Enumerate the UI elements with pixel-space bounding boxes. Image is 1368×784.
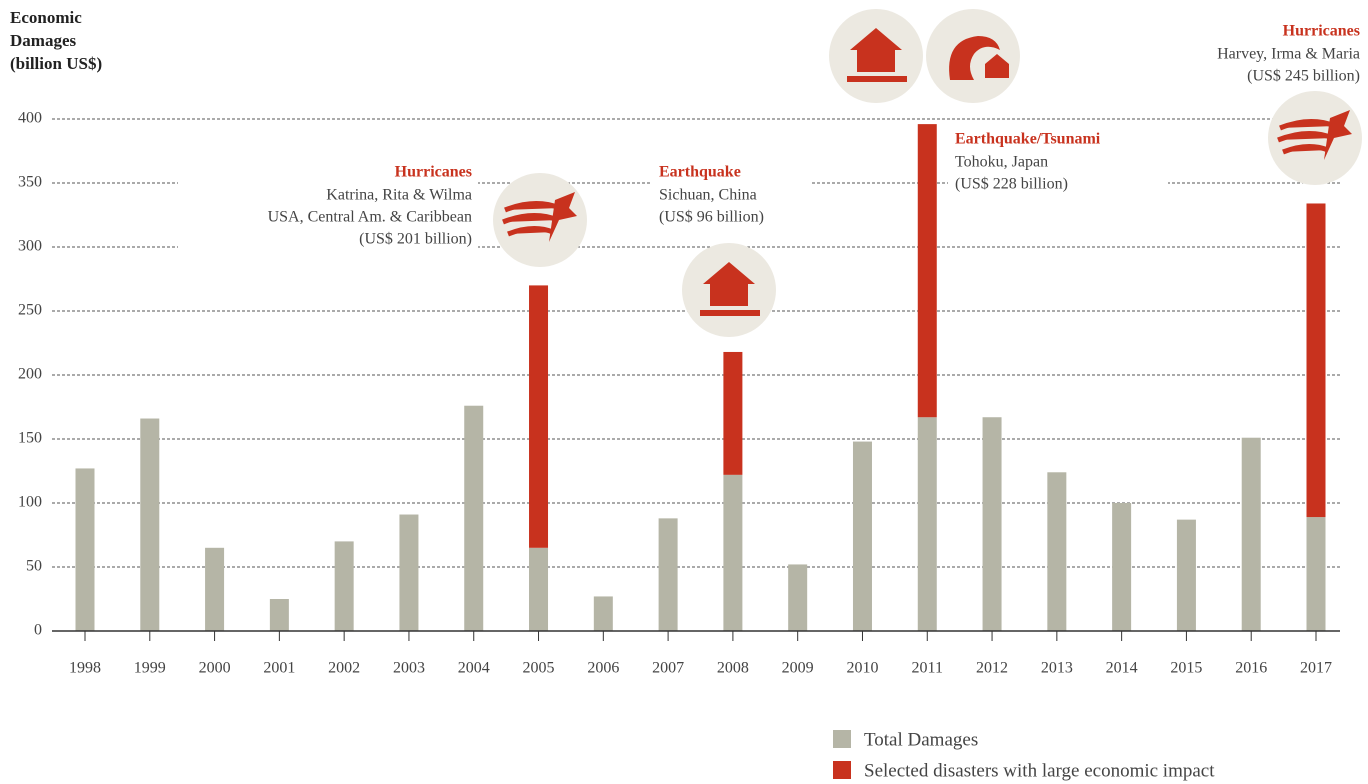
x-tick-label: 2013 — [1041, 660, 1073, 677]
y-tick-label: 250 — [18, 302, 42, 319]
hurricane-icon — [1324, 110, 1352, 160]
x-tick-label: 2017 — [1300, 660, 1332, 677]
x-tick-label: 2004 — [458, 660, 490, 677]
y-tick-label: 350 — [18, 174, 42, 191]
legend-swatch — [833, 730, 851, 748]
bar — [529, 547, 549, 631]
y-tick-label: 300 — [18, 238, 42, 255]
annotation-title: Earthquake — [659, 164, 741, 181]
annotation-bg — [948, 128, 1168, 196]
x-tick-label: 2005 — [523, 660, 555, 677]
bar — [205, 547, 225, 631]
y-tick-label: 400 — [18, 110, 42, 127]
bar — [658, 518, 678, 631]
annotation-title: Hurricanes — [395, 164, 472, 181]
bar — [399, 514, 419, 631]
annotation-line: (US$ 228 billion) — [955, 176, 1068, 193]
y-axis-title: Damages — [10, 31, 76, 50]
earthquake-icon — [700, 262, 760, 316]
x-tick-label: 2001 — [263, 660, 295, 677]
x-tick-label: 2015 — [1170, 660, 1202, 677]
annotation-line: Tohoku, Japan — [955, 154, 1048, 171]
bar — [593, 596, 613, 631]
bar — [464, 405, 484, 631]
x-tick-label: 2002 — [328, 660, 360, 677]
legend-label: Selected disasters with large economic i… — [864, 760, 1215, 781]
bar — [788, 564, 808, 631]
x-tick-label: 2007 — [652, 660, 684, 677]
x-tick-label: 2012 — [976, 660, 1008, 677]
y-tick-label: 0 — [34, 622, 42, 639]
bar — [852, 441, 872, 631]
bar — [1176, 519, 1196, 631]
x-tick-label: 2011 — [912, 660, 943, 677]
annotation-line: USA, Central Am. & Caribbean — [268, 209, 472, 226]
annotation-title: Hurricanes — [1283, 23, 1360, 40]
x-tick-label: 2003 — [393, 660, 425, 677]
bar — [529, 285, 549, 548]
hurricane-icon — [549, 192, 577, 242]
bar — [1047, 472, 1067, 631]
bar — [1306, 517, 1326, 631]
annotation-bg — [652, 161, 812, 229]
x-tick-label: 2016 — [1235, 660, 1267, 677]
icons — [493, 9, 1362, 337]
annotation-line: Sichuan, China — [659, 187, 757, 204]
annotation-line: (US$ 245 billion) — [1247, 68, 1360, 85]
x-tick-label: 1998 — [69, 660, 101, 677]
bar — [140, 418, 160, 631]
y-axis-title: Economic — [10, 8, 82, 27]
annotation-bg — [178, 161, 478, 251]
annotation-title: Earthquake/Tsunami — [955, 131, 1101, 148]
bar — [917, 124, 937, 418]
bar — [723, 474, 743, 631]
y-tick-label: 50 — [26, 558, 42, 575]
annotation-line: Katrina, Rita & Wilma — [326, 187, 472, 204]
y-tick-label: 150 — [18, 430, 42, 447]
y-tick-label: 100 — [18, 494, 42, 511]
icon-bg — [926, 9, 1020, 103]
bar — [1306, 203, 1326, 518]
annotation-line: (US$ 201 billion) — [359, 231, 472, 248]
annotation-bg — [1170, 20, 1368, 88]
x-tick-label: 2006 — [587, 660, 619, 677]
x-tick-label: 2000 — [199, 660, 231, 677]
bar — [1112, 503, 1132, 631]
x-tick-label: 1999 — [134, 660, 166, 677]
x-tick-label: 2010 — [846, 660, 878, 677]
x-tick-label: 2008 — [717, 660, 749, 677]
annotation-line: Harvey, Irma & Maria — [1217, 46, 1360, 63]
legend-label: Total Damages — [864, 729, 978, 750]
bar — [334, 541, 354, 631]
bar — [1241, 437, 1261, 631]
bar — [75, 468, 95, 631]
legend-swatch — [833, 761, 851, 779]
bar — [917, 417, 937, 631]
earthquake-icon — [847, 28, 907, 82]
x-tick-label: 2009 — [782, 660, 814, 677]
annotation-backgrounds — [178, 20, 1368, 251]
bar — [269, 599, 289, 631]
x-tick-label: 2014 — [1106, 660, 1138, 677]
annotation-line: (US$ 96 billion) — [659, 209, 764, 226]
y-axis-title: (billion US$) — [10, 54, 102, 73]
bar — [982, 417, 1002, 631]
bar — [723, 351, 743, 475]
tsunami-icon — [949, 36, 1009, 80]
y-tick-label: 200 — [18, 366, 42, 383]
